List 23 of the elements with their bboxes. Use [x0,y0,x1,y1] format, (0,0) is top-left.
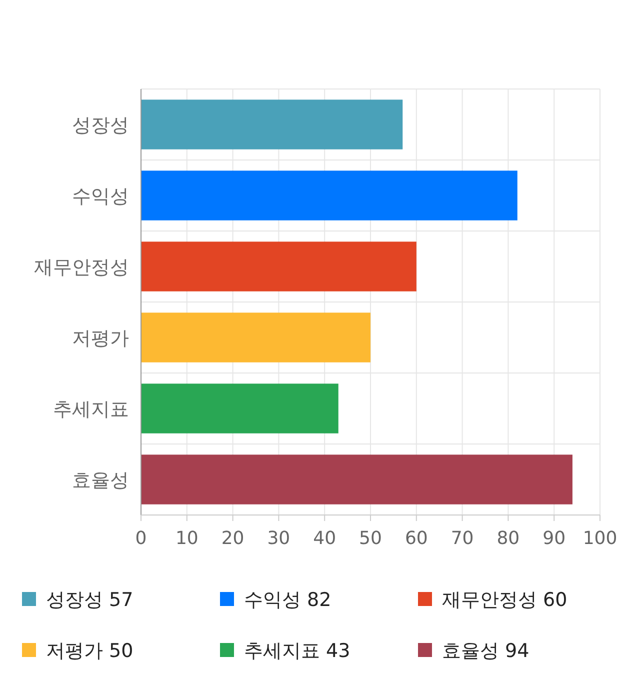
y-tick-label: 성장성 [72,114,129,136]
y-tick-label: 수익성 [72,186,129,208]
x-tick-label: 100 [582,528,618,549]
legend-label: 효율성 94 [442,640,530,662]
legend-label: 추세지표 43 [244,640,350,662]
x-tick-label: 20 [221,528,244,549]
x-tick-label: 40 [313,528,336,549]
x-tick-label: 30 [267,528,290,549]
y-tick-label: 재무안정성 [34,256,129,278]
y-tick-label: 저평가 [72,328,129,350]
x-tick-label: 90 [542,528,566,549]
x-tick-label: 70 [450,528,474,549]
y-tick-label: 효율성 [72,470,129,492]
legend-label: 재무안정성 60 [442,589,568,611]
legend-label: 수익성 82 [244,589,332,611]
legend-label: 저평가 50 [46,640,134,662]
legend-label: 성장성 57 [46,589,134,611]
x-tick-label: 80 [496,528,520,549]
x-tick-label: 60 [404,528,428,549]
x-tick-label: 0 [135,528,147,549]
x-tick-label: 10 [175,528,198,549]
y-tick-label: 추세지표 [53,398,129,420]
x-tick-label: 50 [359,528,382,549]
